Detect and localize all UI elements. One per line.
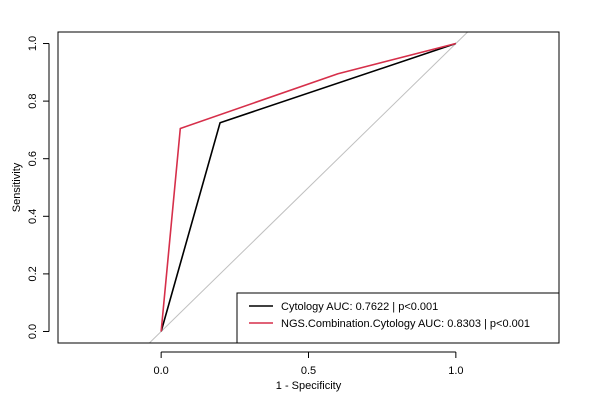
legend-box [236, 292, 560, 344]
reference-line [149, 31, 468, 344]
y-tick-label: 0.0 [27, 324, 39, 339]
reference-diagonal-layer [149, 31, 468, 344]
x-tick-label: 0.0 [153, 365, 168, 377]
series-line-2 [160, 42, 457, 332]
legend-entry-2: NGS.Combination.Cytology AUC: 0.8303 | p… [281, 318, 530, 330]
y-tick-label: 0.6 [27, 151, 39, 166]
y-tick-label: 0.8 [27, 93, 39, 108]
legend-entry-1: Cytology AUC: 0.7622 | p<0.001 [281, 301, 438, 313]
y-tick-label: 1.0 [27, 36, 39, 51]
y-tick-label: 0.2 [27, 266, 39, 281]
y-tick-label: 0.4 [27, 209, 39, 224]
x-axis-label: 1 - Specificity [276, 380, 342, 392]
x-tick-label: 1.0 [448, 365, 463, 377]
series-layer [160, 42, 457, 332]
y-axis: 0.0 0.2 0.4 0.6 0.8 1.0 [27, 36, 50, 339]
x-tick-label: 0.5 [301, 365, 316, 377]
series-line-1 [160, 42, 457, 332]
x-axis: 0.0 0.5 1.0 [153, 351, 464, 377]
legend: Cytology AUC: 0.7622 | p<0.001 NGS.Combin… [236, 292, 560, 344]
y-axis-label: Sensitivity [11, 162, 23, 212]
